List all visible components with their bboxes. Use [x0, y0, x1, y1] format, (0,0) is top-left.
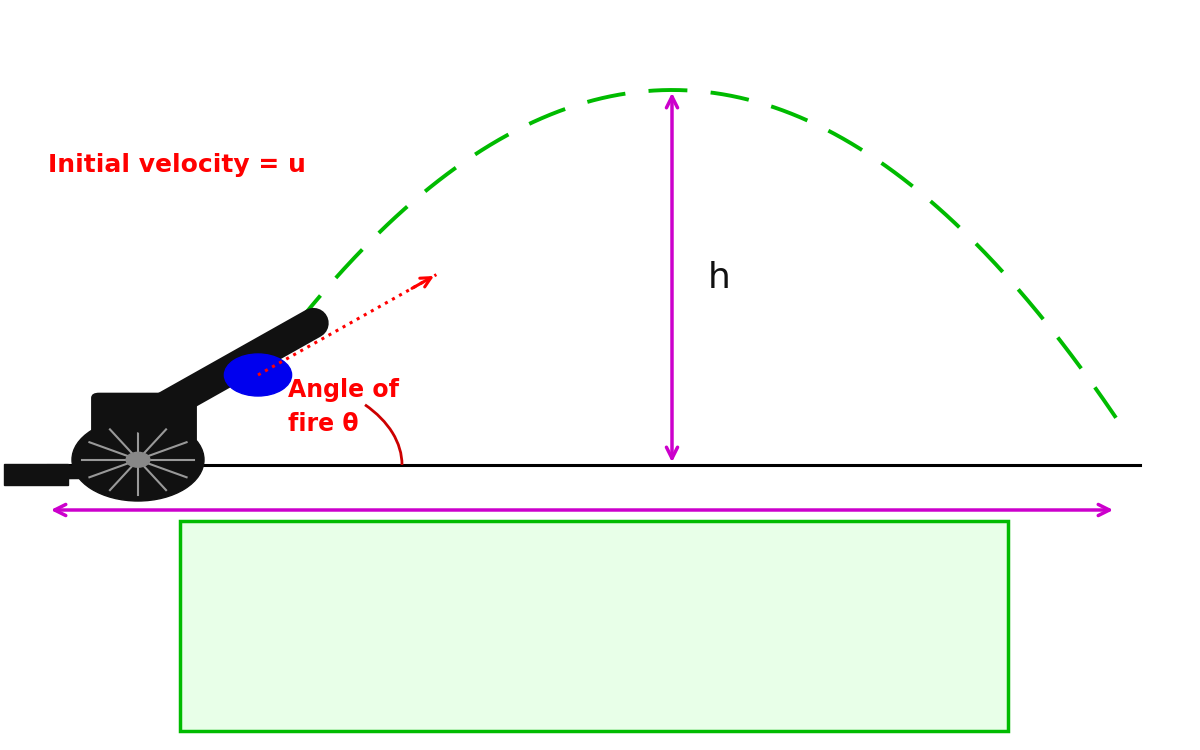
Text: h: h [708, 260, 731, 295]
Text: Angle of: Angle of [288, 378, 398, 402]
FancyBboxPatch shape [4, 464, 68, 485]
Text: fire θ: fire θ [288, 412, 359, 436]
Text: Range to apex of trajectory  = (u²Sin2θ)/2g: Range to apex of trajectory = (u²Sin2θ)/… [212, 625, 704, 644]
Text: Max altitude h = (uSin θ)²/(2g): Max altitude h = (uSin θ)²/(2g) [212, 704, 560, 723]
FancyBboxPatch shape [92, 393, 197, 444]
Circle shape [126, 452, 150, 467]
Circle shape [72, 419, 204, 501]
Text: Time of flight to apex of trajectory = (uSinθ)/g: Time of flight to apex of trajectory = (… [212, 545, 743, 564]
Text: Total range s = (u²Sin2θ)/g: Total range s = (u²Sin2θ)/g [212, 664, 518, 683]
Text: Total time of flight t = (2uSinθ)/g: Total time of flight t = (2uSinθ)/g [212, 585, 589, 604]
Text: s: s [574, 536, 590, 569]
FancyBboxPatch shape [180, 521, 1008, 731]
Circle shape [224, 354, 292, 396]
Text: Initial velocity = u: Initial velocity = u [48, 153, 306, 177]
